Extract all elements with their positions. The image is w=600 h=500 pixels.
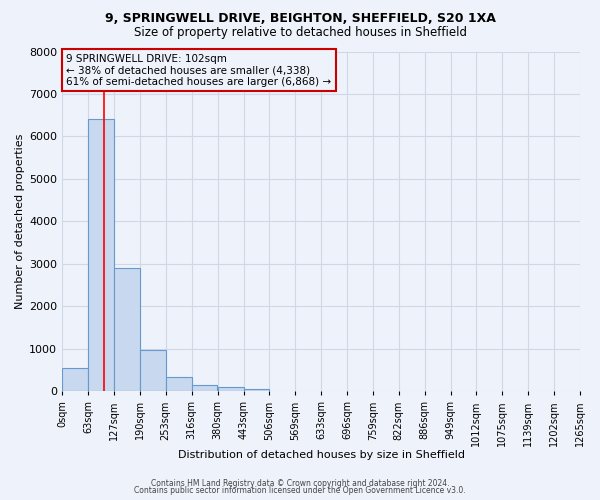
Bar [218, 388, 244, 392]
Text: Contains public sector information licensed under the Open Government Licence v3: Contains public sector information licen… [134, 486, 466, 495]
Text: Size of property relative to detached houses in Sheffield: Size of property relative to detached ho… [133, 26, 467, 39]
Text: 9 SPRINGWELL DRIVE: 102sqm
← 38% of detached houses are smaller (4,338)
61% of s: 9 SPRINGWELL DRIVE: 102sqm ← 38% of deta… [66, 54, 331, 87]
Text: 9, SPRINGWELL DRIVE, BEIGHTON, SHEFFIELD, S20 1XA: 9, SPRINGWELL DRIVE, BEIGHTON, SHEFFIELD… [104, 12, 496, 26]
Bar [166, 377, 191, 392]
Bar [191, 384, 217, 392]
Bar [244, 389, 269, 392]
Bar [140, 350, 166, 392]
X-axis label: Distribution of detached houses by size in Sheffield: Distribution of detached houses by size … [178, 450, 464, 460]
Bar [88, 120, 114, 392]
Y-axis label: Number of detached properties: Number of detached properties [15, 134, 25, 309]
Bar [62, 368, 88, 392]
Bar [114, 268, 140, 392]
Text: Contains HM Land Registry data © Crown copyright and database right 2024.: Contains HM Land Registry data © Crown c… [151, 478, 449, 488]
